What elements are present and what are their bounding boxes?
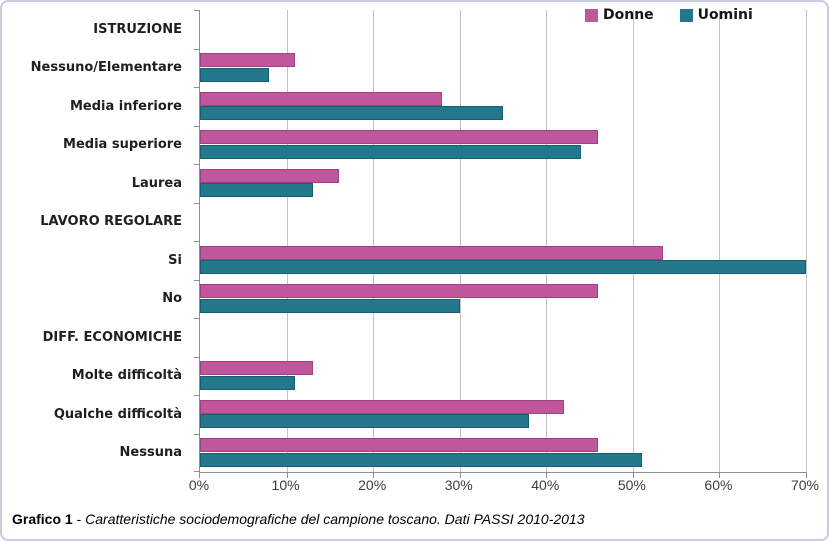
category-label: Qualche difficoltà <box>53 406 182 422</box>
gridline <box>459 10 461 472</box>
legend-label: Donne <box>603 7 654 23</box>
category-label: DIFF. ECONOMICHE <box>42 329 182 345</box>
category-label: Nessuno/Elementare <box>30 60 182 76</box>
gridline <box>286 10 288 472</box>
bar-uomini <box>200 260 806 274</box>
y-axis-tick <box>194 48 200 50</box>
bar-donne <box>200 91 443 106</box>
legend-color-swatch <box>679 8 693 22</box>
bar-donne <box>200 284 599 298</box>
bar-donne <box>200 53 296 67</box>
caption-label: Grafico 1 <box>12 511 73 527</box>
category-label: Molte difficoltà <box>71 368 182 384</box>
bar-donne <box>200 168 339 183</box>
category-label: Laurea <box>131 175 182 191</box>
y-axis-tick <box>194 318 200 319</box>
gridline <box>632 10 634 472</box>
bar-uomini <box>200 298 460 313</box>
y-axis-tick <box>194 433 200 435</box>
legend-color-swatch <box>585 8 598 22</box>
bar-donne <box>200 130 599 144</box>
y-axis-tick <box>194 87 200 88</box>
y-axis-tick <box>194 125 200 127</box>
plot-area <box>194 10 807 478</box>
x-axis-tick <box>719 472 721 478</box>
legend-label: Uomini <box>697 7 753 23</box>
bar-uomini <box>200 414 529 428</box>
gridline <box>546 10 548 472</box>
x-axis-tick-label: 0% <box>188 477 210 493</box>
x-axis-tick <box>459 472 461 478</box>
caption-separator: - <box>72 511 86 527</box>
y-axis-tick <box>194 241 200 242</box>
chart-legend: Donne Uomini <box>585 7 753 23</box>
legend-item-uomini: Uomini <box>679 7 753 23</box>
bar-uomini <box>200 106 503 120</box>
x-axis-tick <box>373 472 375 478</box>
x-axis-tick <box>546 472 548 478</box>
category-label: Nessuna <box>119 445 182 461</box>
x-axis-tick <box>806 472 807 478</box>
bar-uomini <box>200 144 581 159</box>
x-axis-tick-label: 70% <box>790 477 820 493</box>
y-axis-tick <box>194 202 200 204</box>
x-axis-tick <box>632 472 634 478</box>
y-axis-tick <box>194 10 200 11</box>
bar-uomini <box>200 183 313 197</box>
category-label: Si <box>168 252 182 268</box>
x-axis-tick-label: 60% <box>704 477 733 493</box>
x-axis-tick <box>199 472 200 478</box>
y-axis-tick <box>194 356 200 358</box>
category-labels: ISTRUZIONE Nessuno/Elementare Media inferi… <box>2 10 190 472</box>
x-axis-tick-label: 50% <box>617 477 646 493</box>
bar-uomini <box>200 452 642 467</box>
category-label: ISTRUZIONE <box>93 21 182 37</box>
x-axis-tick-label: 10% <box>271 477 300 493</box>
gridline <box>373 10 375 472</box>
caption-text: Caratteristiche sociodemografiche del ca… <box>85 511 585 527</box>
legend-item-donne: Donne <box>585 7 654 23</box>
y-axis-tick <box>194 279 200 281</box>
category-label: Media inferiore <box>69 98 182 114</box>
y-axis-tick <box>194 164 200 165</box>
bar-donne <box>200 245 664 260</box>
chart-caption: Grafico 1 - Caratteristiche sociodemogra… <box>12 511 585 527</box>
category-label: LAVORO REGOLARE <box>40 214 182 230</box>
x-axis-tick-label: 30% <box>444 477 473 493</box>
y-axis-tick <box>194 471 200 472</box>
bar-donne <box>200 361 313 375</box>
bar-uomini <box>200 375 296 390</box>
bar-uomini <box>200 67 270 82</box>
gridline <box>806 10 807 472</box>
bar-donne <box>200 438 599 452</box>
x-axis-tick <box>286 472 288 478</box>
category-label: Media superiore <box>63 137 182 153</box>
x-axis-tick-label: 20% <box>358 477 387 493</box>
x-axis-tick-label: 40% <box>531 477 560 493</box>
gridline <box>719 10 721 472</box>
x-axis-labels: 0% 10% 20% 30% 40% 50% 60% 70% <box>189 477 819 499</box>
y-axis-tick <box>194 395 200 396</box>
category-label: No <box>162 291 182 307</box>
bar-donne <box>200 399 564 414</box>
